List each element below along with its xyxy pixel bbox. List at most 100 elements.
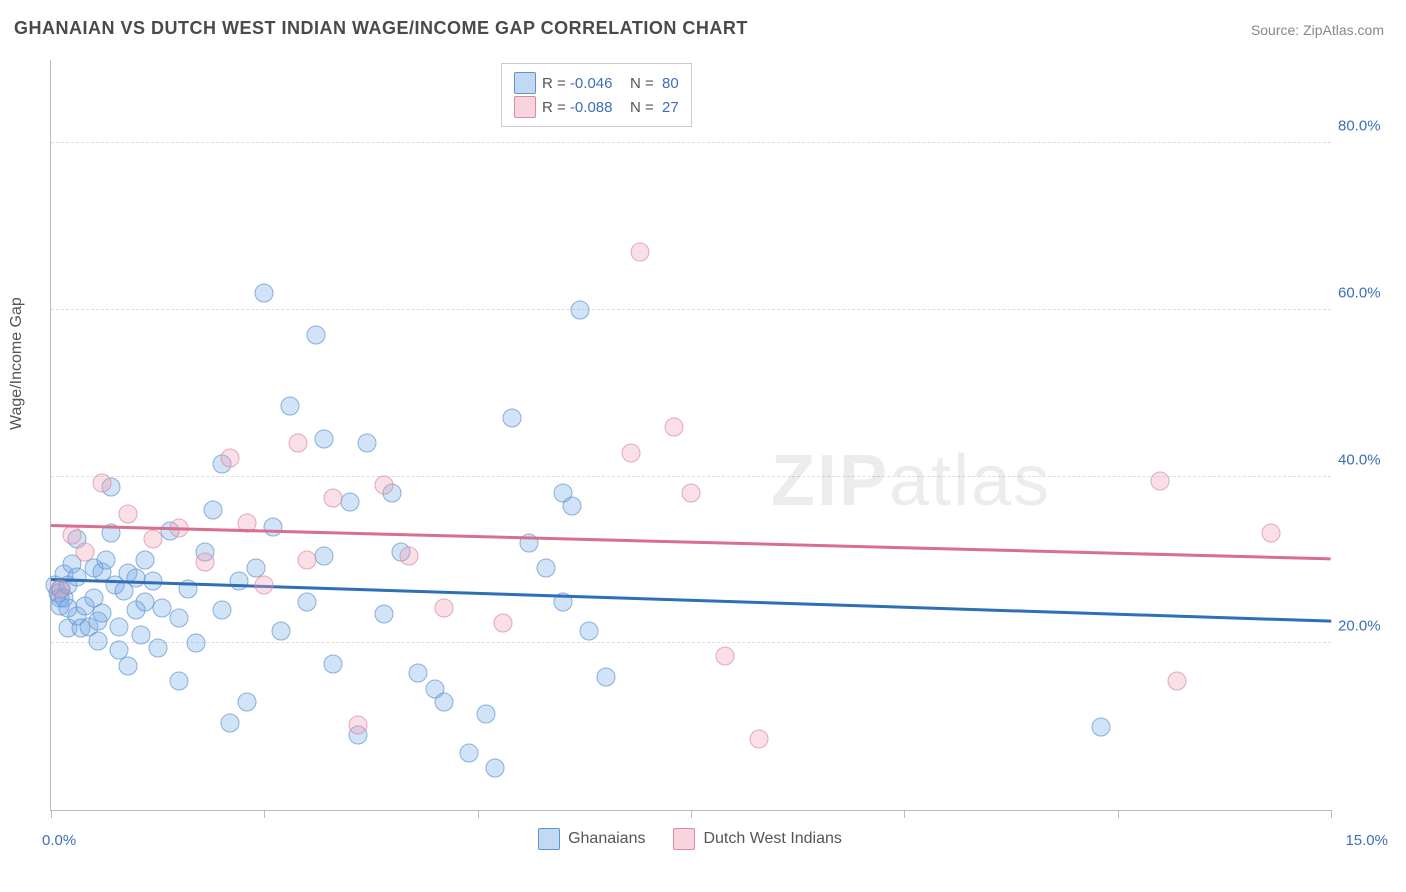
- data-point: [127, 569, 146, 588]
- data-point: [255, 284, 274, 303]
- gridline: [51, 642, 1331, 643]
- n-stat: N = 80: [630, 75, 679, 92]
- data-point: [340, 492, 359, 511]
- data-point: [97, 551, 116, 570]
- data-point: [272, 621, 291, 640]
- gridline: [51, 142, 1331, 143]
- x-tick: [904, 810, 905, 818]
- x-tick: [478, 810, 479, 818]
- data-point: [434, 692, 453, 711]
- data-point: [750, 730, 769, 749]
- data-point: [357, 434, 376, 453]
- data-point: [477, 705, 496, 724]
- trendline: [51, 578, 1331, 622]
- y-tick-label: 60.0%: [1338, 285, 1393, 302]
- watermark: ZIPatlas: [771, 440, 1051, 522]
- data-point: [716, 646, 735, 665]
- x-tick: [51, 810, 52, 818]
- legend-item: Ghanaians: [538, 828, 645, 850]
- data-point: [664, 417, 683, 436]
- data-point: [562, 496, 581, 515]
- n-stat: N = 27: [630, 99, 679, 116]
- data-point: [1262, 523, 1281, 542]
- data-point: [289, 434, 308, 453]
- data-point: [374, 476, 393, 495]
- data-point: [204, 501, 223, 520]
- data-point: [255, 576, 274, 595]
- data-point: [622, 444, 641, 463]
- x-axis-max-label: 15.0%: [1345, 832, 1388, 849]
- plot-area: R = -0.046N = 80 R = -0.088 N = 27 ZIPatla…: [50, 60, 1331, 811]
- data-point: [349, 716, 368, 735]
- r-stat: R = -0.088: [542, 99, 624, 116]
- data-point: [195, 552, 214, 571]
- data-point: [323, 655, 342, 674]
- data-point: [170, 671, 189, 690]
- legend-row: R = -0.088 N = 27: [514, 96, 679, 118]
- y-tick-label: 20.0%: [1338, 618, 1393, 635]
- data-point: [212, 601, 231, 620]
- legend-swatch: [538, 828, 560, 850]
- legend-swatch: [514, 72, 536, 94]
- x-tick: [1118, 810, 1119, 818]
- series-legend: Ghanaians Dutch West Indians: [50, 828, 1330, 855]
- y-axis-label: Wage/Income Gap: [8, 297, 26, 430]
- data-point: [263, 517, 282, 536]
- data-point: [88, 631, 107, 650]
- data-point: [63, 526, 82, 545]
- data-point: [152, 599, 171, 618]
- data-point: [502, 409, 521, 428]
- data-point: [148, 638, 167, 657]
- data-point: [323, 488, 342, 507]
- legend-swatch: [673, 828, 695, 850]
- data-point: [579, 621, 598, 640]
- data-point: [221, 713, 240, 732]
- data-point: [238, 692, 257, 711]
- legend-swatch: [514, 96, 536, 118]
- data-point: [1151, 471, 1170, 490]
- data-point: [110, 617, 129, 636]
- x-tick: [691, 810, 692, 818]
- legend-label: Ghanaians: [568, 830, 645, 848]
- data-point: [118, 505, 137, 524]
- data-point: [93, 604, 112, 623]
- data-point: [131, 626, 150, 645]
- data-point: [596, 667, 615, 686]
- data-point: [76, 542, 95, 561]
- data-point: [460, 744, 479, 763]
- gridline: [51, 309, 1331, 310]
- y-tick-label: 40.0%: [1338, 451, 1393, 468]
- data-point: [315, 546, 334, 565]
- data-point: [229, 571, 248, 590]
- legend-label: Dutch West Indians: [703, 830, 841, 848]
- data-point: [485, 759, 504, 778]
- data-point: [571, 301, 590, 320]
- data-point: [298, 551, 317, 570]
- data-point: [494, 613, 513, 632]
- data-point: [400, 546, 419, 565]
- source-attribution: Source: ZipAtlas.com: [1251, 22, 1384, 38]
- data-point: [630, 242, 649, 261]
- data-point: [374, 605, 393, 624]
- data-point: [118, 656, 137, 675]
- correlation-legend: R = -0.046N = 80 R = -0.088 N = 27: [501, 63, 692, 127]
- data-point: [1168, 671, 1187, 690]
- data-point: [682, 484, 701, 503]
- data-point: [1091, 717, 1110, 736]
- data-point: [315, 430, 334, 449]
- y-tick-label: 80.0%: [1338, 118, 1393, 135]
- data-point: [221, 448, 240, 467]
- data-point: [67, 567, 86, 586]
- data-point: [93, 474, 112, 493]
- x-tick: [1331, 810, 1332, 818]
- data-point: [170, 609, 189, 628]
- data-point: [306, 326, 325, 345]
- data-point: [144, 530, 163, 549]
- legend-row: R = -0.046N = 80: [514, 72, 679, 94]
- data-point: [408, 663, 427, 682]
- x-tick: [264, 810, 265, 818]
- data-point: [280, 396, 299, 415]
- data-point: [50, 580, 69, 599]
- trendline: [51, 524, 1331, 560]
- legend-item: Dutch West Indians: [673, 828, 841, 850]
